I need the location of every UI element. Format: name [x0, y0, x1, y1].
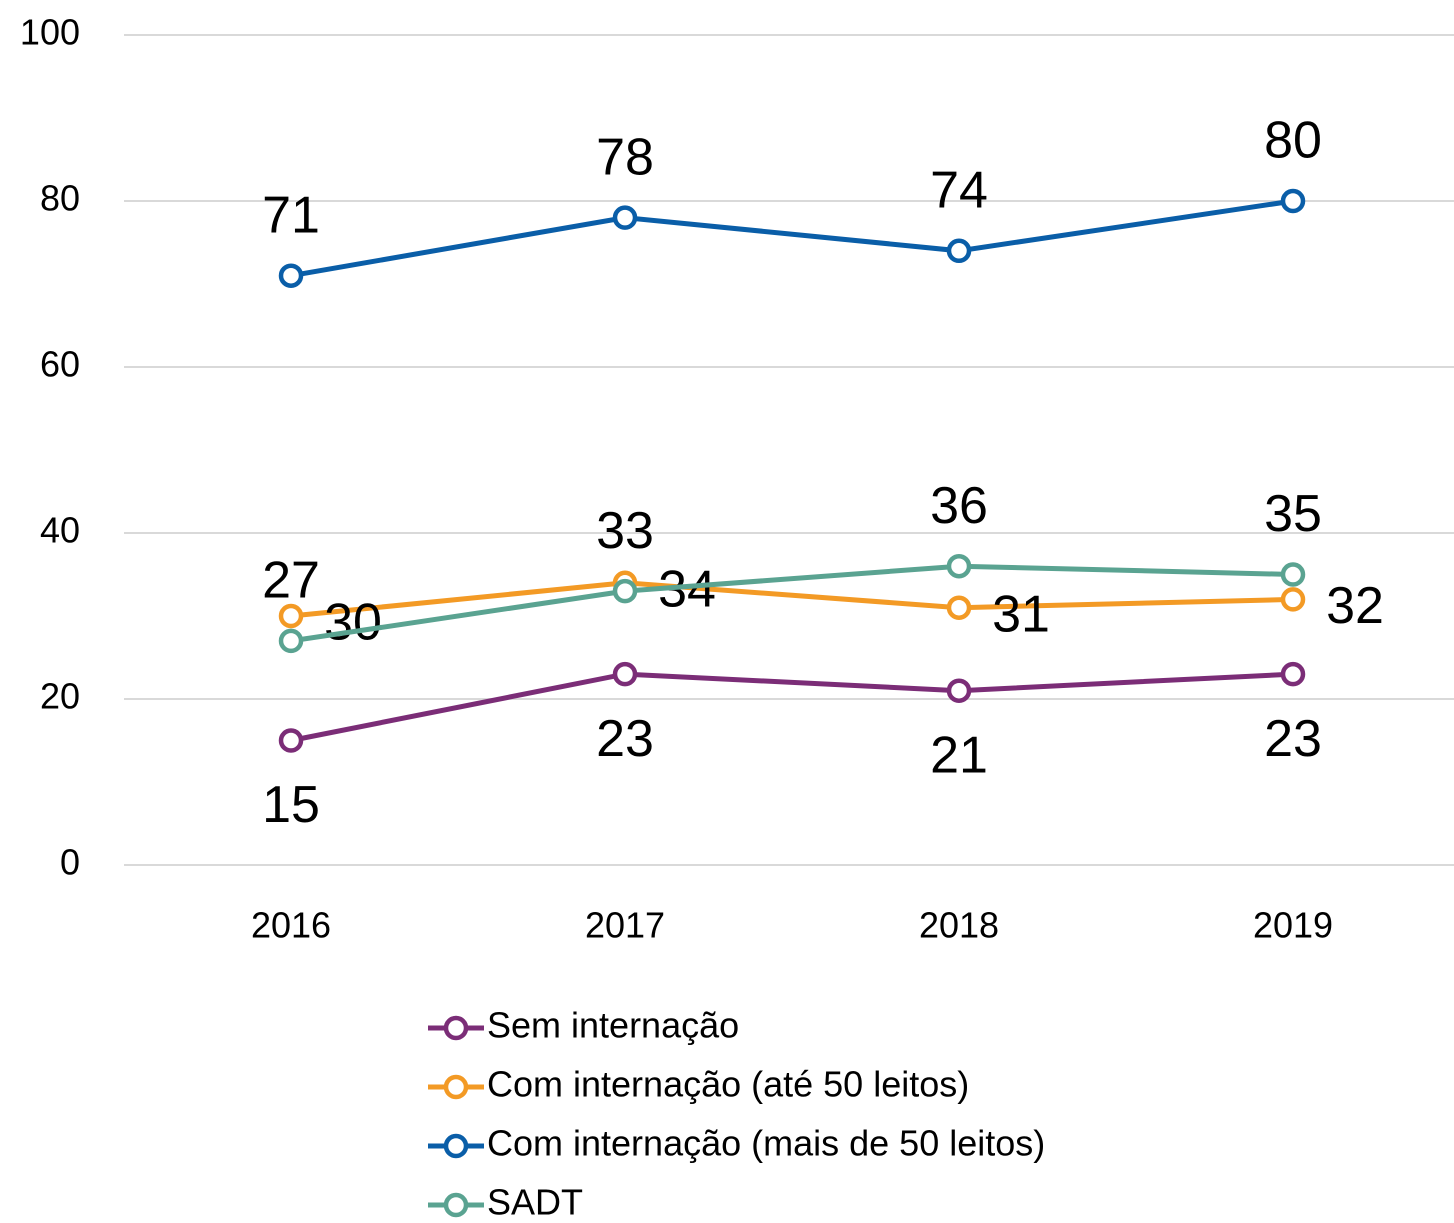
- marker: [1280, 562, 1306, 587]
- marker: [946, 238, 972, 264]
- marker: [1280, 188, 1306, 214]
- series-line: [290, 198, 1294, 279]
- y-tick-label: 60: [40, 344, 80, 385]
- x-tick-label: 2018: [919, 905, 999, 946]
- data-label: 32: [1326, 577, 1384, 635]
- marker: [278, 603, 304, 629]
- legend-marker: [443, 1015, 469, 1041]
- legend-marker: [443, 1192, 469, 1218]
- legend-label: SADT: [487, 1182, 583, 1223]
- data-label: 23: [596, 710, 654, 768]
- marker: [278, 263, 304, 288]
- data-label: 33: [596, 502, 654, 560]
- marker: [278, 728, 304, 753]
- y-tick-label: 80: [40, 178, 80, 219]
- legend-label: Com internação (mais de 50 leitos): [487, 1123, 1045, 1164]
- data-label: 35: [1264, 485, 1322, 543]
- data-label: 27: [262, 552, 320, 610]
- data-label: 31: [992, 585, 1050, 643]
- data-label: 78: [596, 128, 654, 186]
- data-label: 80: [1264, 112, 1322, 170]
- y-tick-label: 0: [60, 842, 80, 883]
- series-line: [290, 563, 1294, 644]
- x-tick-label: 2017: [585, 905, 665, 946]
- x-tick-label: 2016: [251, 905, 331, 946]
- marker: [612, 661, 638, 687]
- marker: [278, 628, 304, 654]
- x-tick-label: 2019: [1253, 905, 1333, 946]
- y-tick-label: 100: [20, 12, 80, 53]
- marker: [1280, 661, 1306, 687]
- series-line: [290, 580, 1294, 619]
- data-label: 30: [324, 594, 382, 652]
- marker: [946, 595, 972, 620]
- legend-label: Com internação (até 50 leitos): [487, 1064, 969, 1105]
- marker: [612, 205, 638, 230]
- series-line: [290, 671, 1294, 743]
- data-label: 23: [1264, 710, 1322, 768]
- marker: [946, 678, 972, 703]
- marker: [1280, 587, 1306, 612]
- marker: [946, 553, 972, 579]
- data-label: 71: [262, 186, 320, 244]
- data-label: 36: [930, 477, 988, 535]
- data-label: 21: [930, 726, 988, 784]
- y-tick-label: 20: [40, 676, 80, 717]
- data-label: 74: [930, 162, 988, 220]
- legend-marker: [443, 1133, 469, 1159]
- legend-marker: [443, 1074, 469, 1100]
- data-label: 15: [262, 776, 320, 834]
- y-tick-label: 40: [40, 510, 80, 551]
- legend-label: Sem internação: [487, 1005, 739, 1046]
- marker: [612, 578, 638, 604]
